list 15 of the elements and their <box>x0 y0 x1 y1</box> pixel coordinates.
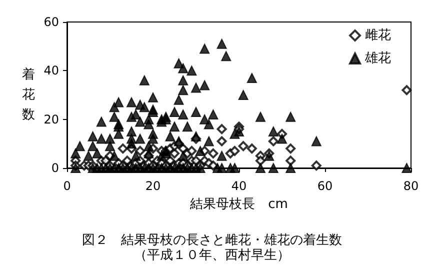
y-tick-label: 60 <box>44 15 59 29</box>
x-tick-label: 20 <box>145 179 161 193</box>
x-tick-label: 60 <box>317 179 333 193</box>
text: （平成１０年、西村早生） <box>134 248 290 263</box>
x-tick-label: 0 <box>63 179 71 193</box>
x-tick-label: 40 <box>231 179 247 193</box>
y-tick-label: 0 <box>51 161 59 175</box>
y-tick-label: 40 <box>44 64 59 78</box>
legend-label: 雌花 <box>365 28 391 43</box>
y-tick-label: 20 <box>44 112 59 126</box>
y-axis-title: 着花数 <box>22 66 35 122</box>
legend-label: 雄花 <box>364 51 391 66</box>
x-axis-title: 結果母枝長 cm <box>189 197 288 212</box>
x-tick-label: 80 <box>403 179 419 193</box>
text: 図２ 結果母枝の長さと雌花・雄花の着生数 <box>82 232 342 248</box>
